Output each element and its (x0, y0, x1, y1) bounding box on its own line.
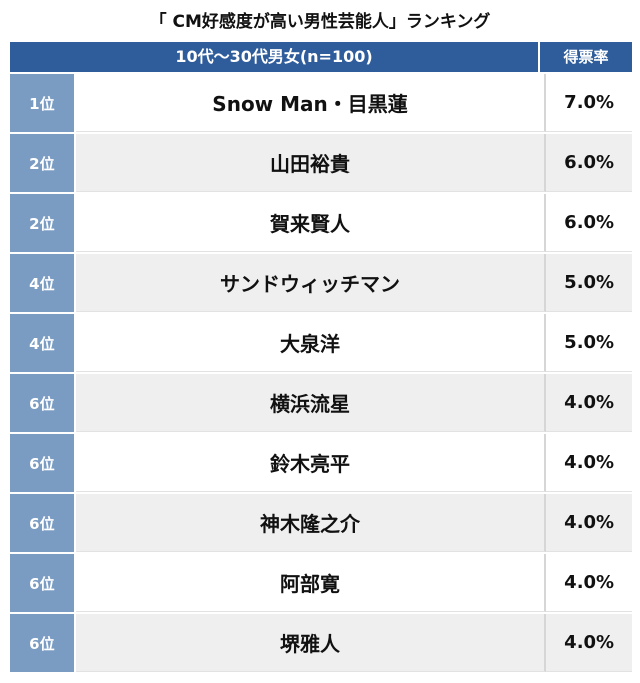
name-cell: 神木隆之介 (75, 494, 547, 552)
table-row: 6位 横浜流星 4.0% (10, 372, 632, 432)
table-row: 2位 山田裕貴 6.0% (10, 132, 632, 192)
rate-cell: 5.0% (546, 314, 632, 372)
rate-cell: 4.0% (546, 614, 632, 672)
rank-cell: 6位 (10, 614, 76, 672)
table-row: 6位 神木隆之介 4.0% (10, 492, 632, 552)
name-cell: 賀来賢人 (75, 194, 547, 252)
rate-cell: 6.0% (546, 194, 632, 252)
rank-cell: 4位 (10, 314, 76, 372)
rate-cell: 7.0% (546, 74, 632, 132)
rank-cell: 2位 (10, 134, 76, 192)
table-row: 6位 鈴木亮平 4.0% (10, 432, 632, 492)
rate-cell: 4.0% (546, 494, 632, 552)
rate-cell: 6.0% (546, 134, 632, 192)
name-cell: Snow Man・目黒蓮 (75, 74, 547, 132)
name-cell: 横浜流星 (75, 374, 547, 432)
rate-cell: 5.0% (546, 254, 632, 312)
name-cell: 山田裕貴 (75, 134, 547, 192)
table-row: 1位 Snow Man・目黒蓮 7.0% (10, 72, 632, 132)
table-row: 6位 阿部寛 4.0% (10, 552, 632, 612)
name-cell: サンドウィッチマン (75, 254, 547, 312)
rate-cell: 4.0% (546, 374, 632, 432)
name-cell: 大泉洋 (75, 314, 547, 372)
rank-cell: 1位 (10, 74, 76, 132)
chart-title: 「 CM好感度が高い男性芸能人」ランキング (149, 12, 491, 32)
table-row: 4位 サンドウィッチマン 5.0% (10, 252, 632, 312)
name-cell: 堺雅人 (75, 614, 547, 672)
header-group-label: 10代〜30代男女(n=100) (10, 42, 540, 72)
table-header: 10代〜30代男女(n=100) 得票率 (10, 42, 632, 72)
rank-cell: 4位 (10, 254, 76, 312)
table-row: 2位 賀来賢人 6.0% (10, 192, 632, 252)
table-row: 6位 堺雅人 4.0% (10, 612, 632, 672)
name-cell: 鈴木亮平 (75, 434, 547, 492)
rate-cell: 4.0% (546, 554, 632, 612)
rank-cell: 6位 (10, 494, 76, 552)
table-body: 1位 Snow Man・目黒蓮 7.0% 2位 山田裕貴 6.0% 2位 賀来賢人 6.0% 4位… (10, 72, 632, 672)
rank-cell: 6位 (10, 554, 76, 612)
name-cell: 阿部寛 (75, 554, 547, 612)
table-row: 4位 大泉洋 5.0% (10, 312, 632, 372)
ranking-table: 10代〜30代男女(n=100) 得票率 1位 Snow Man・目黒蓮 7.0% 2… (10, 42, 632, 672)
rank-cell: 6位 (10, 374, 76, 432)
rate-cell: 4.0% (546, 434, 632, 492)
header-rate-label: 得票率 (540, 42, 632, 72)
rank-cell: 6位 (10, 434, 76, 492)
rank-cell: 2位 (10, 194, 76, 252)
